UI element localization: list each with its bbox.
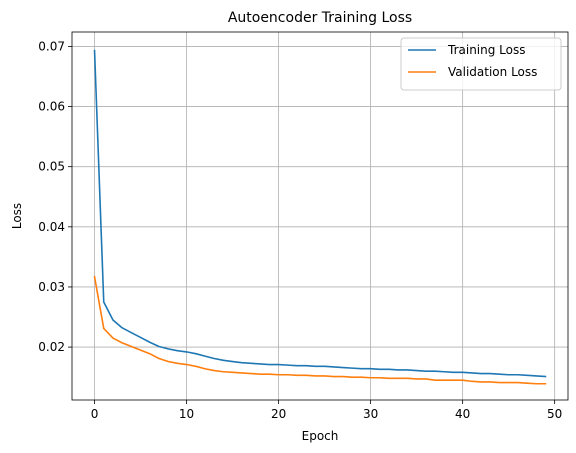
y-tick-label: 0.06: [38, 100, 65, 114]
legend: Training Loss Validation Loss: [400, 37, 562, 91]
x-tick-label: 50: [547, 407, 562, 421]
x-tick-label: 30: [363, 407, 378, 421]
y-tick-label: 0.05: [38, 160, 65, 174]
y-tick-label: 0.02: [38, 340, 65, 354]
legend-label: Validation Loss: [448, 65, 537, 79]
x-tick-label: 40: [455, 407, 470, 421]
y-axis-label: Loss: [10, 203, 24, 229]
x-tick-label: 0: [91, 407, 99, 421]
x-axis-label: Epoch: [302, 429, 339, 443]
y-tick-label: 0.07: [38, 39, 65, 53]
x-tick-label: 10: [179, 407, 194, 421]
x-tick-label: 20: [271, 407, 286, 421]
y-tick-label: 0.03: [38, 280, 65, 294]
plot-frame: [71, 31, 569, 401]
series-line-validation-loss: [93, 275, 547, 385]
plot-area-background: [72, 32, 568, 400]
y-tick-label: 0.04: [38, 220, 65, 234]
legend-box: [400, 37, 562, 91]
grid-layer: [72, 32, 568, 400]
series-line-training-loss: [93, 49, 547, 378]
legend-label: Training Loss: [447, 43, 525, 57]
tick-layer: 0 10 20 30 40 50 0.02 0.03 0.04 0.05 0.06 0.07: [38, 39, 562, 421]
chart-title: Autoencoder Training Loss: [228, 10, 412, 26]
series-layer: [93, 49, 547, 385]
